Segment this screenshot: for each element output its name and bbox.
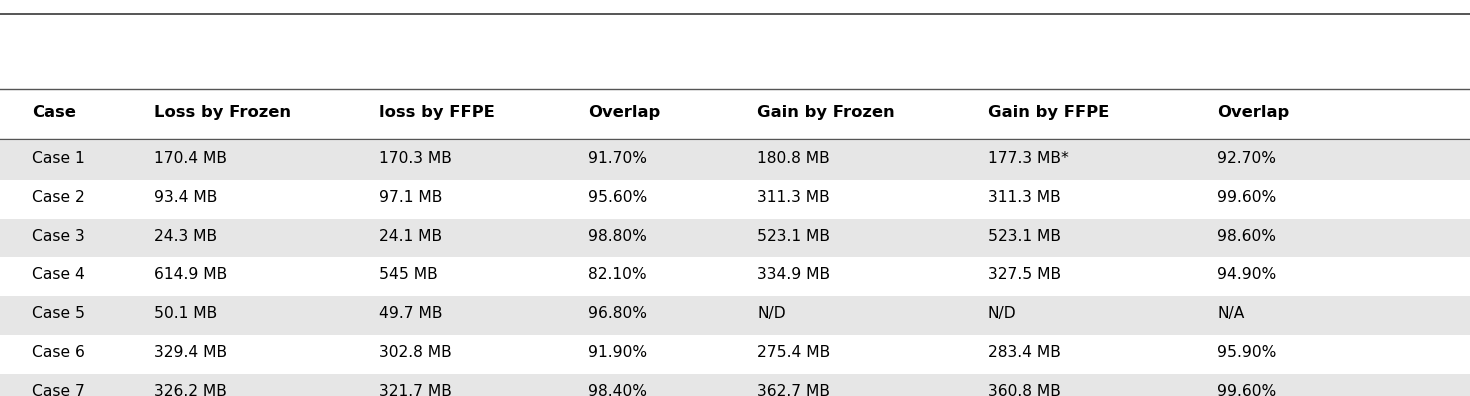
Text: 24.3 MB: 24.3 MB — [154, 228, 218, 244]
Text: 311.3 MB: 311.3 MB — [988, 190, 1060, 205]
Bar — [0, 296, 1470, 335]
Text: Case 2: Case 2 — [32, 190, 85, 205]
Text: Loss by Frozen: Loss by Frozen — [154, 105, 291, 120]
Text: 91.70%: 91.70% — [588, 151, 647, 166]
Text: 614.9 MB: 614.9 MB — [154, 267, 228, 282]
Text: Case 5: Case 5 — [32, 306, 85, 321]
Bar — [0, 141, 1470, 180]
Text: Case 6: Case 6 — [32, 345, 85, 360]
Text: 49.7 MB: 49.7 MB — [379, 306, 442, 321]
Text: 99.60%: 99.60% — [1217, 384, 1276, 396]
Text: 96.80%: 96.80% — [588, 306, 647, 321]
Bar — [0, 374, 1470, 396]
Text: 91.90%: 91.90% — [588, 345, 647, 360]
Text: 99.60%: 99.60% — [1217, 190, 1276, 205]
Text: 180.8 MB: 180.8 MB — [757, 151, 829, 166]
Text: 93.4 MB: 93.4 MB — [154, 190, 218, 205]
Text: 321.7 MB: 321.7 MB — [379, 384, 453, 396]
Text: 97.1 MB: 97.1 MB — [379, 190, 442, 205]
Text: Overlap: Overlap — [588, 105, 660, 120]
Text: 98.80%: 98.80% — [588, 228, 647, 244]
Text: 302.8 MB: 302.8 MB — [379, 345, 451, 360]
Text: N/D: N/D — [757, 306, 785, 321]
Text: 545 MB: 545 MB — [379, 267, 438, 282]
Text: Case 1: Case 1 — [32, 151, 85, 166]
Text: Case 4: Case 4 — [32, 267, 85, 282]
Text: 170.4 MB: 170.4 MB — [154, 151, 228, 166]
Text: Case: Case — [32, 105, 76, 120]
Text: 362.7 MB: 362.7 MB — [757, 384, 831, 396]
Text: Case 7: Case 7 — [32, 384, 85, 396]
Text: Case 3: Case 3 — [32, 228, 85, 244]
Text: 95.60%: 95.60% — [588, 190, 647, 205]
Text: Gain by FFPE: Gain by FFPE — [988, 105, 1110, 120]
Text: 326.2 MB: 326.2 MB — [154, 384, 228, 396]
Text: N/A: N/A — [1217, 306, 1245, 321]
Text: 327.5 MB: 327.5 MB — [988, 267, 1061, 282]
Text: 95.90%: 95.90% — [1217, 345, 1276, 360]
Text: Gain by Frozen: Gain by Frozen — [757, 105, 895, 120]
Text: 98.60%: 98.60% — [1217, 228, 1276, 244]
Text: 334.9 MB: 334.9 MB — [757, 267, 831, 282]
Text: 82.10%: 82.10% — [588, 267, 647, 282]
Text: 275.4 MB: 275.4 MB — [757, 345, 831, 360]
Text: 92.70%: 92.70% — [1217, 151, 1276, 166]
Text: Overlap: Overlap — [1217, 105, 1289, 120]
Text: 94.90%: 94.90% — [1217, 267, 1276, 282]
Text: 329.4 MB: 329.4 MB — [154, 345, 228, 360]
Text: 311.3 MB: 311.3 MB — [757, 190, 829, 205]
Text: 523.1 MB: 523.1 MB — [757, 228, 831, 244]
Text: N/D: N/D — [988, 306, 1016, 321]
Text: 177.3 MB*: 177.3 MB* — [988, 151, 1069, 166]
Text: 24.1 MB: 24.1 MB — [379, 228, 442, 244]
Text: 283.4 MB: 283.4 MB — [988, 345, 1061, 360]
Text: 523.1 MB: 523.1 MB — [988, 228, 1061, 244]
Text: 360.8 MB: 360.8 MB — [988, 384, 1061, 396]
Bar — [0, 219, 1470, 257]
Text: loss by FFPE: loss by FFPE — [379, 105, 495, 120]
Text: 98.40%: 98.40% — [588, 384, 647, 396]
Text: 50.1 MB: 50.1 MB — [154, 306, 218, 321]
Text: 170.3 MB: 170.3 MB — [379, 151, 453, 166]
